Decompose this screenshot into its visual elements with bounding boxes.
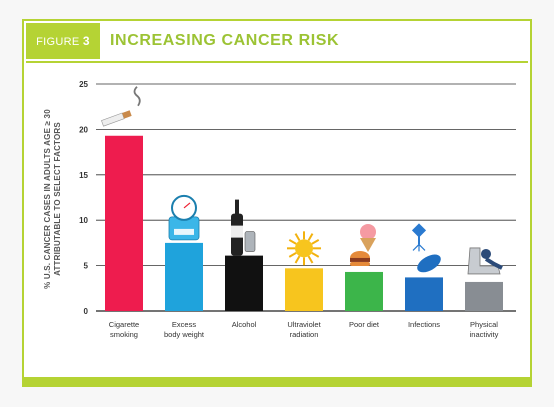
category-label: Ultraviolet: [287, 320, 321, 329]
cigarette-icon: [101, 86, 141, 127]
category-label: Excess: [172, 320, 196, 329]
sun-icon: [287, 231, 321, 266]
y-axis-label: % U.S. CANCER CASES IN ADULTS AGE ≥ 30 A…: [43, 109, 62, 289]
bar: [405, 277, 443, 311]
category-label: Poor diet: [349, 320, 380, 329]
category-label: smoking: [110, 330, 138, 339]
y-tick-label: 10: [79, 216, 88, 225]
bar: [165, 242, 203, 311]
figure-number: 3: [82, 34, 90, 48]
bar: [105, 135, 143, 311]
scale-icon: [168, 194, 200, 241]
category-label: radiation: [290, 330, 319, 339]
figure-prefix: FIGURE: [36, 36, 80, 48]
category-label: inactivity: [470, 330, 499, 339]
bars: [105, 135, 503, 311]
y-tick-label: 25: [79, 80, 88, 89]
category-label: Cigarette: [109, 320, 139, 329]
bottom-accent-bar: [22, 377, 532, 387]
y-axis-label-line-1: % U.S. CANCER CASES IN ADULTS AGE ≥ 30: [43, 109, 52, 289]
y-tick-label: 20: [79, 125, 88, 134]
category-label: Physical: [470, 320, 498, 329]
y-axis-label-line-2: ATTRIBUTABLE TO SELECT FACTORS: [53, 122, 62, 276]
alcohol-bottle-icon: [231, 199, 256, 256]
burger-icon: [350, 223, 376, 266]
y-tick-label: 15: [79, 171, 88, 180]
header-divider: [26, 61, 528, 63]
bar: [225, 255, 263, 311]
y-tick-label: 5: [84, 262, 89, 271]
category-label: Alcohol: [232, 320, 257, 329]
bar: [465, 281, 503, 311]
category-label: Infections: [408, 320, 440, 329]
y-tick-label: 0: [84, 307, 89, 316]
figure-title: INCREASING CANCER RISK: [110, 32, 340, 49]
bar: [285, 268, 323, 311]
figure-number-badge: FIGURE 3: [26, 23, 100, 59]
bar: [345, 271, 383, 311]
category-icons: [101, 86, 503, 275]
y-tick-labels: 0 5 10 15 20 25: [79, 80, 88, 316]
category-label: body weight: [164, 330, 205, 339]
figure-header: FIGURE 3 INCREASING CANCER RISK: [26, 23, 528, 59]
recliner-icon: [467, 247, 503, 275]
virus-icon: [411, 223, 441, 273]
